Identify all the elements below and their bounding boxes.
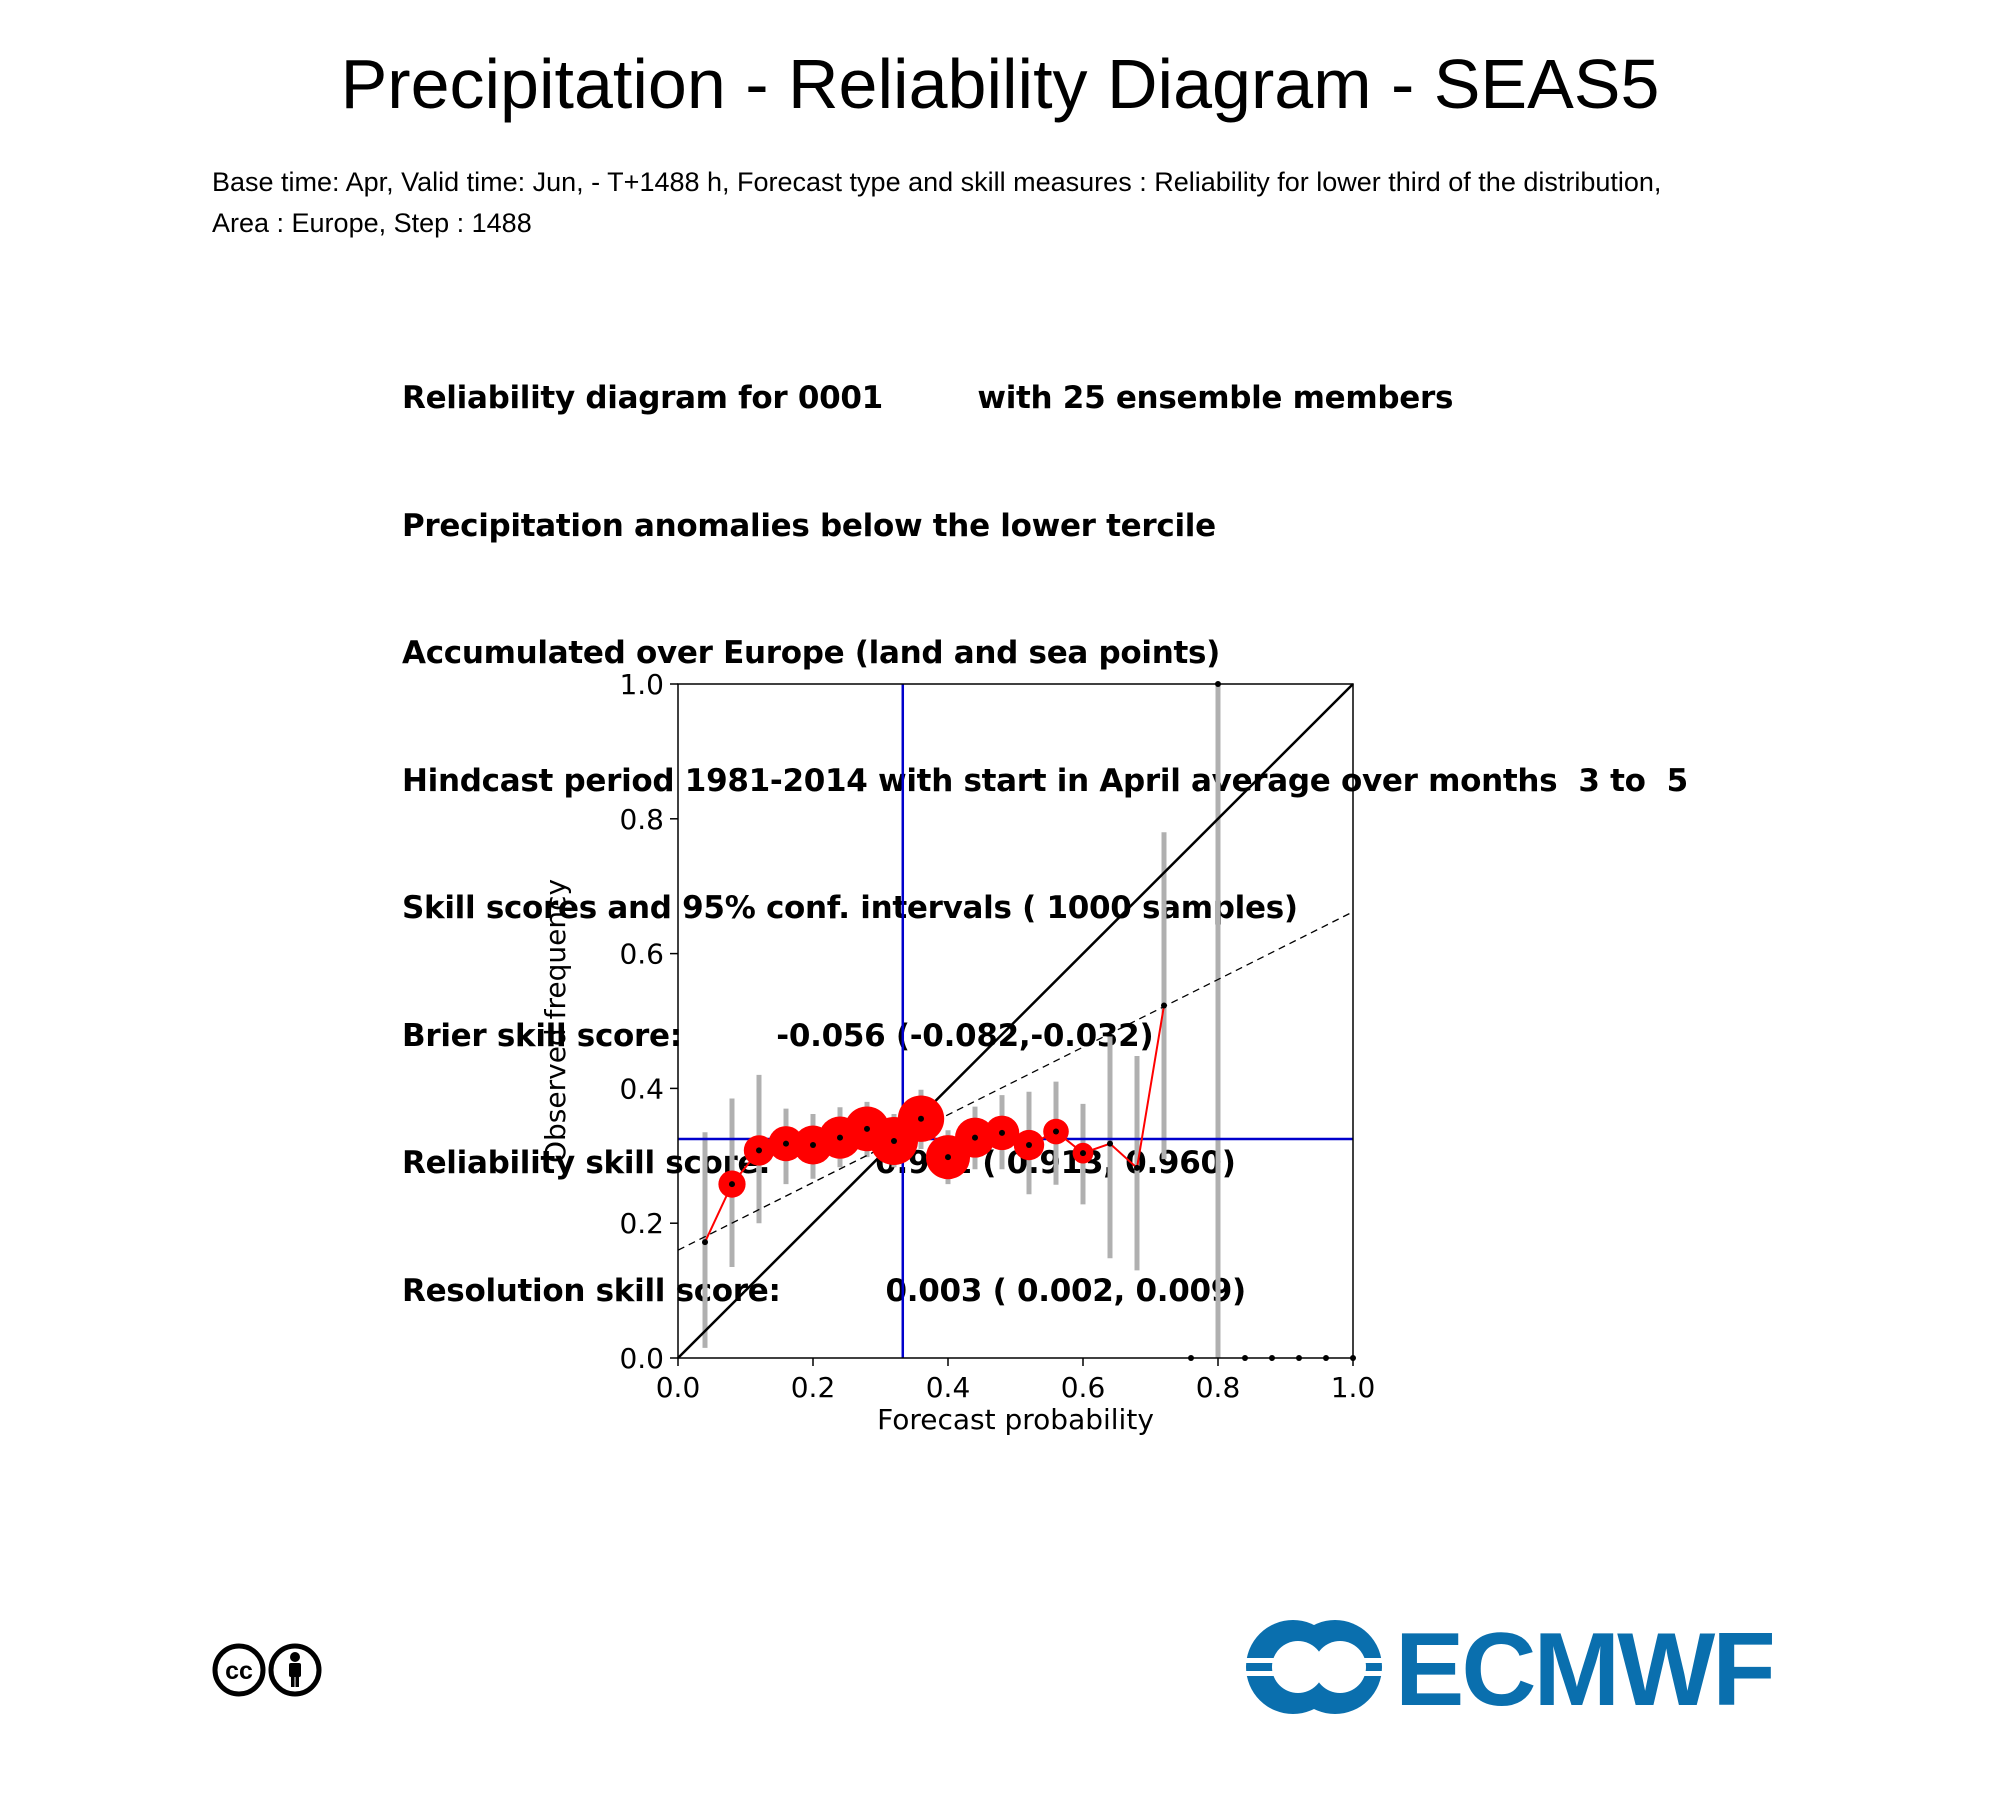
subtitle: Base time: Apr, Valid time: Jun, - T+148… bbox=[212, 162, 1912, 244]
y-tick-label: 0.0 bbox=[619, 1342, 664, 1375]
y-tick-label: 0.6 bbox=[619, 938, 664, 971]
point-marker bbox=[702, 1239, 708, 1246]
point-marker bbox=[1080, 1150, 1086, 1157]
point-marker bbox=[1161, 1002, 1167, 1009]
page-title: Precipitation - Reliability Diagram - SE… bbox=[340, 45, 1660, 123]
x-tick-label: 0.0 bbox=[656, 1371, 701, 1404]
point-marker bbox=[972, 1134, 978, 1141]
subtitle-line: Base time: Apr, Valid time: Jun, - T+148… bbox=[212, 167, 1662, 197]
point-marker bbox=[1053, 1128, 1059, 1135]
x-tick-label: 0.2 bbox=[791, 1371, 836, 1404]
x-tick-label: 0.6 bbox=[1061, 1371, 1106, 1404]
point-marker bbox=[756, 1147, 762, 1154]
point-marker bbox=[945, 1154, 951, 1161]
info-line: Reliability diagram for 0001 with 25 ens… bbox=[402, 380, 1454, 416]
x-tick-label: 1.0 bbox=[1331, 1371, 1376, 1404]
point-marker bbox=[1026, 1142, 1032, 1149]
ecmwf-logo: ECMWF bbox=[1245, 1612, 1776, 1722]
point-marker bbox=[1107, 1140, 1113, 1147]
y-axis-label: Observed frequency bbox=[539, 879, 572, 1163]
point-marker bbox=[864, 1125, 870, 1132]
point-marker bbox=[837, 1134, 843, 1141]
plot-frame bbox=[677, 683, 1354, 1359]
x-tick-label: 0.4 bbox=[926, 1371, 971, 1404]
point-marker bbox=[810, 1142, 816, 1149]
info-line: Precipitation anomalies below the lower … bbox=[402, 507, 1216, 544]
point-marker bbox=[891, 1137, 897, 1144]
point-marker bbox=[999, 1129, 1005, 1136]
y-tick-label: 1.0 bbox=[619, 668, 664, 701]
ecmwf-logo-text: ECMWF bbox=[1395, 1612, 1773, 1722]
point-marker bbox=[1134, 1164, 1140, 1171]
point-marker bbox=[729, 1181, 735, 1188]
point-marker bbox=[783, 1140, 789, 1147]
point-marker bbox=[918, 1115, 924, 1122]
creative-commons-icon: cc bbox=[212, 1643, 322, 1697]
info-line: Brier skill score: -0.056 (-0.082,-0.032… bbox=[402, 1017, 1154, 1054]
y-tick-label: 0.8 bbox=[619, 803, 664, 836]
perfect-reliability-line bbox=[677, 683, 1354, 1359]
info-line: Accumulated over Europe (land and sea po… bbox=[402, 635, 1221, 671]
x-tick-label: 0.8 bbox=[1196, 1371, 1241, 1404]
regression-line bbox=[677, 911, 1354, 1251]
attribution-icon bbox=[268, 1643, 322, 1697]
subtitle-line: Area : Europe, Step : 1488 bbox=[212, 208, 532, 238]
info-line: Hindcast period 1981-2014 with start in … bbox=[402, 762, 1688, 799]
y-tick-label: 0.2 bbox=[619, 1207, 664, 1240]
y-tick-label: 0.4 bbox=[619, 1072, 664, 1105]
cc-text: cc bbox=[225, 1657, 253, 1685]
x-axis-label: Forecast probability bbox=[877, 1403, 1154, 1436]
